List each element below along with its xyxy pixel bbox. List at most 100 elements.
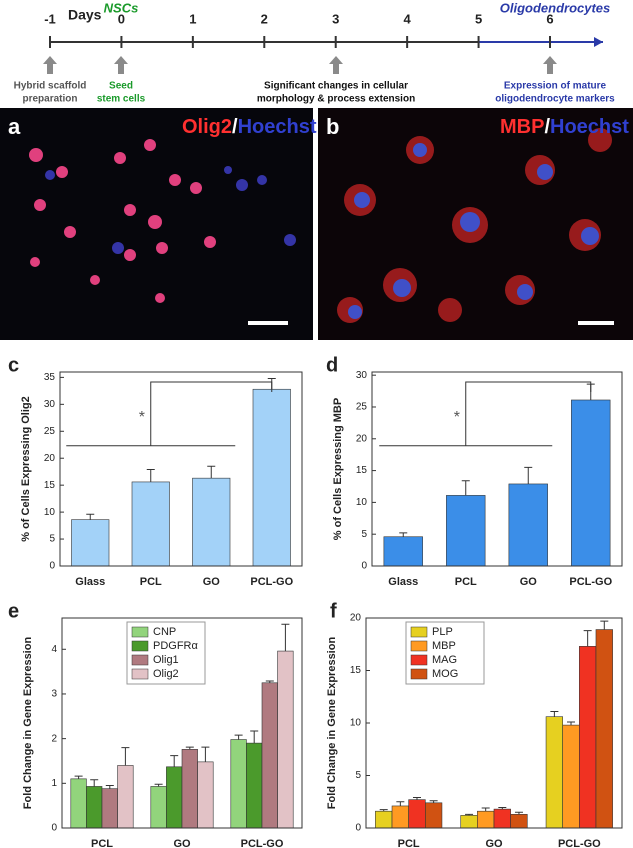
- bar: [493, 808, 511, 829]
- x-tick-label: GO: [520, 576, 538, 588]
- event-text: preparation: [22, 94, 77, 105]
- bar: [150, 786, 167, 829]
- y-axis-label: Fold Change in Gene Expression: [22, 637, 34, 810]
- y-axis-label: % of Cells Expressing MBP: [332, 398, 344, 540]
- error-bar: [281, 623, 290, 652]
- bar: [383, 536, 423, 567]
- x-tick-label: Glass: [75, 576, 105, 588]
- event-arrows: [43, 56, 557, 74]
- panel-label: a: [8, 114, 21, 139]
- legend-label: CNP: [153, 626, 176, 638]
- bar: [425, 802, 443, 829]
- bar: [460, 815, 478, 829]
- x-tick-label: PCL-GO: [241, 838, 284, 848]
- y-tick-label: 15: [44, 480, 56, 491]
- legend-swatch: [410, 654, 428, 666]
- stain-label: Olig2/Hoechst: [182, 116, 317, 138]
- x-tick-label: PCL: [140, 576, 162, 588]
- bar: [70, 778, 87, 829]
- y-tick-label: 10: [44, 507, 56, 518]
- error-bar: [498, 807, 507, 810]
- y-tick-label: 5: [361, 529, 367, 540]
- timeline-arrow: [594, 37, 603, 47]
- y-tick-label: 20: [350, 613, 362, 624]
- x-tick-label: PCL: [91, 838, 113, 848]
- stain-label: MBP/Hoechst: [500, 116, 629, 138]
- y-tick-label: 30: [356, 370, 368, 381]
- y-tick-label: 5: [49, 534, 55, 545]
- y-tick-label: 35: [44, 372, 56, 383]
- error-bar: [396, 801, 405, 806]
- y-tick-label: 0: [355, 823, 361, 834]
- bar: [446, 495, 486, 567]
- timeline-label: 3: [332, 11, 339, 26]
- error-bar: [74, 775, 83, 779]
- micrograph: a Olig2/Hoechst: [0, 108, 317, 340]
- y-tick-label: 0: [361, 561, 367, 572]
- stain: Hoechst: [550, 116, 629, 138]
- error-bar: [185, 746, 194, 750]
- bar: [86, 786, 103, 829]
- bar: [117, 765, 134, 829]
- y-tick-label: 4: [51, 644, 57, 655]
- bar: [408, 799, 426, 829]
- annotation: *: [139, 409, 145, 426]
- timeline-label: 5: [475, 11, 482, 26]
- y-tick-label: 1: [51, 778, 57, 789]
- bar: [192, 477, 231, 567]
- legend-label: Olig2: [153, 668, 179, 680]
- stage-label: Oligodendrocytes: [500, 0, 611, 15]
- bar: [166, 766, 183, 829]
- legend-swatch: [131, 668, 149, 680]
- stain: /: [544, 116, 550, 138]
- y-tick-label: 3: [51, 689, 57, 700]
- plot-frame: [59, 371, 303, 567]
- bar: [277, 650, 294, 829]
- event-text: Hybrid scaffold: [14, 81, 87, 92]
- error-bar: [105, 785, 114, 789]
- bar: [562, 724, 580, 829]
- bar: [181, 749, 198, 829]
- plot-frame: [371, 371, 623, 567]
- timeline-label: 1: [189, 11, 196, 26]
- error-bar: [412, 797, 421, 800]
- error-bar: [250, 730, 259, 744]
- error-bar: [170, 755, 179, 767]
- error-bar: [465, 813, 474, 816]
- significance-bracket: [66, 381, 273, 447]
- error-bar: [550, 710, 559, 717]
- y-tick-label: 0: [49, 561, 55, 572]
- legend-swatch: [131, 626, 149, 638]
- event-text: Seed: [109, 81, 133, 92]
- event-text: morphology & process extension: [257, 94, 415, 105]
- y-tick-label: 0: [51, 823, 57, 834]
- y-tick-label: 15: [356, 465, 368, 476]
- bar: [391, 805, 409, 829]
- x-tick-label: PCL-GO: [558, 838, 601, 848]
- stain: MBP: [500, 116, 544, 138]
- y-tick-label: 20: [356, 433, 368, 444]
- error-bar: [234, 734, 243, 740]
- legend-label: PDGFRα: [153, 640, 199, 652]
- timeline-label: 0: [118, 11, 125, 26]
- x-tick-label: GO: [173, 838, 191, 848]
- bar: [71, 519, 110, 567]
- legend-swatch: [410, 668, 428, 680]
- y-tick-label: 20: [44, 453, 56, 464]
- legend-label: PLP: [432, 626, 453, 638]
- bar: [252, 388, 291, 567]
- error-bar: [207, 465, 216, 479]
- plot-frame: [61, 617, 303, 829]
- event-text: Expression of mature: [504, 81, 607, 92]
- y-tick-label: 5: [355, 770, 361, 781]
- bar: [101, 788, 118, 829]
- error-bar: [429, 800, 438, 803]
- bar: [579, 646, 597, 829]
- panel-label: b: [326, 114, 339, 139]
- error-bar: [90, 779, 99, 787]
- panel-label: c: [8, 354, 19, 376]
- bar: [508, 483, 548, 567]
- legend-swatch: [410, 626, 428, 638]
- x-tick-label: PCL-GO: [569, 576, 612, 588]
